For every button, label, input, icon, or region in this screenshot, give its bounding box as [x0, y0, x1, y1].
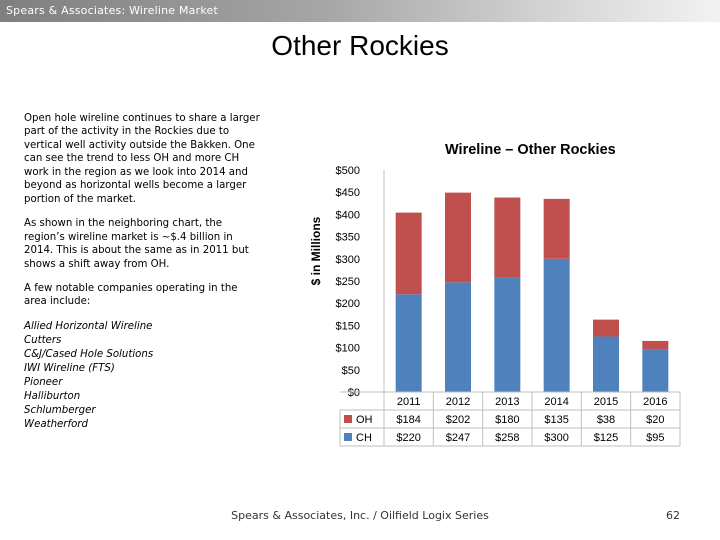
bar-ch [445, 282, 471, 392]
page-number: 62 [666, 509, 680, 522]
company-item: Cutters [24, 334, 62, 346]
data-label: $180 [495, 414, 519, 426]
company-item: IWI Wireline (FTS) [24, 363, 115, 375]
company-list: Allied Horizontal Wireline Cutters C&J/C… [24, 320, 262, 433]
y-tick-label: $400 [336, 209, 360, 221]
data-label: $300 [544, 432, 568, 444]
x-tick-label: 2011 [397, 396, 421, 408]
company-item: Allied Horizontal Wireline [24, 320, 153, 332]
data-label: $125 [594, 432, 618, 444]
bar-oh [543, 198, 570, 259]
chart-svg: $0 $50 $100 $150 $200 $250 $300 $350 $400 $450 $50… [336, 165, 681, 447]
y-tick-label: $350 [336, 232, 360, 244]
data-label: $247 [446, 432, 470, 444]
data-label: $220 [396, 432, 420, 444]
company-item: Halliburton [24, 391, 81, 403]
x-tick-label: 2016 [643, 396, 667, 408]
company-item: Weatherford [24, 419, 88, 431]
legend-key-oh [344, 415, 352, 423]
y-tick-label: $450 [336, 187, 360, 199]
paragraph-market: As shown in the neighboring chart, the r… [24, 218, 249, 270]
bar-oh [445, 192, 471, 283]
bar-oh [642, 340, 669, 350]
y-tick-label: $100 [336, 343, 360, 355]
legend-label: OH [356, 414, 373, 426]
paragraph-intro: Open hole wireline continues to share a … [24, 113, 260, 205]
x-tick-label: 2013 [495, 396, 519, 408]
y-tick-label: $50 [342, 365, 360, 377]
slide-title: Other Rockies [271, 30, 449, 61]
bar-oh [395, 212, 422, 295]
body-text: Open hole wireline continues to share a … [24, 112, 262, 433]
data-label: $184 [396, 414, 420, 426]
legend-label: CH [356, 432, 372, 444]
data-label: $95 [646, 432, 664, 444]
chart-container: Wireline – Other Rockies $ in Millions $… [300, 130, 710, 450]
bar-oh [494, 197, 521, 278]
legend-key-ch [344, 433, 352, 441]
bar-ch [642, 349, 669, 392]
y-tick-label: $200 [336, 298, 360, 310]
footer-text: Spears & Associates, Inc. / Oilfield Log… [231, 509, 489, 522]
company-item: C&J/Cased Hole Solutions [24, 349, 154, 361]
y-axis-label: $ in Millions [309, 216, 323, 286]
x-tick-label: 2014 [544, 396, 568, 408]
x-tick-label: 2012 [446, 396, 470, 408]
bar-ch [543, 258, 570, 392]
y-tick-label: $0 [348, 387, 360, 399]
y-tick-label: $300 [336, 254, 360, 266]
bar-ch [494, 277, 521, 392]
bar-ch [593, 336, 619, 392]
y-tick-label: $500 [336, 165, 360, 177]
x-tick-label: 2015 [594, 396, 618, 408]
paragraph-companies: A few notable companies operating in the… [24, 282, 238, 308]
data-label: $20 [646, 414, 664, 426]
company-item: Schlumberger [24, 405, 96, 417]
header-title: Spears & Associates: Wireline Market [6, 4, 218, 17]
chart-title: Wireline – Other Rockies [445, 142, 616, 158]
data-label: $38 [597, 414, 615, 426]
bar-oh [593, 319, 619, 337]
header-bar: Spears & Associates: Wireline Market [0, 0, 720, 22]
bar-ch [395, 294, 422, 392]
data-label: $202 [446, 414, 470, 426]
data-label: $258 [495, 432, 519, 444]
y-tick-label: $250 [336, 276, 360, 288]
data-label: $135 [544, 414, 568, 426]
company-item: Pioneer [24, 377, 63, 389]
y-tick-label: $150 [336, 320, 360, 332]
